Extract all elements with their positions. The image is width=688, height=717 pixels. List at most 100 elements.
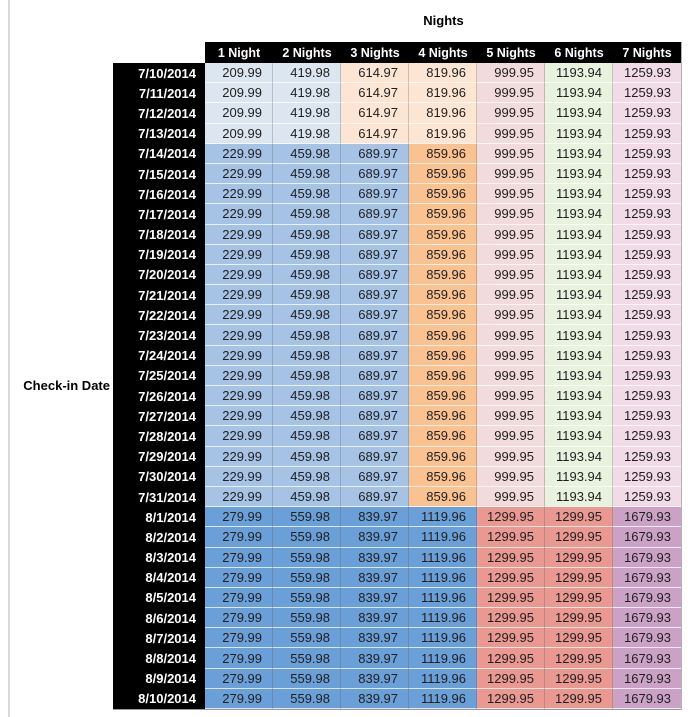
price-cell: 279.99 [205, 628, 273, 649]
price-cell: 459.98 [273, 224, 341, 245]
price-cell: 229.99 [205, 345, 273, 366]
price-cell: 689.97 [341, 466, 409, 487]
price-cell: 839.97 [341, 608, 409, 629]
price-cell: 1193.94 [545, 305, 613, 326]
price-cell: 1259.93 [613, 365, 681, 386]
price-cell: 229.99 [205, 406, 273, 427]
price-cell: 1679.93 [613, 567, 681, 588]
price-cell: 1259.93 [613, 224, 681, 245]
price-cell: 859.96 [409, 406, 477, 427]
price-cell: 419.98 [273, 123, 341, 144]
price-cell: 279.99 [205, 608, 273, 629]
price-cell: 859.96 [409, 365, 477, 386]
price-cell: 689.97 [341, 386, 409, 407]
row-header-date: 7/17/2014 [113, 204, 205, 225]
price-cell: 689.97 [341, 184, 409, 205]
price-cell: 999.95 [477, 103, 545, 124]
price-cell: 559.98 [273, 688, 341, 709]
price-cell: 559.98 [273, 648, 341, 669]
price-cell: 1193.94 [545, 83, 613, 104]
price-cell: 689.97 [341, 285, 409, 306]
price-cell: 859.96 [409, 446, 477, 467]
price-cell: 839.97 [341, 507, 409, 528]
price-cell: 1299.95 [545, 527, 613, 548]
price-cell: 999.95 [477, 123, 545, 144]
price-cell: 859.96 [409, 285, 477, 306]
row-header-date: 7/21/2014 [113, 285, 205, 306]
price-cell: 1299.95 [545, 567, 613, 588]
price-cell: 1679.93 [613, 527, 681, 548]
price-cell: 999.95 [477, 426, 545, 447]
price-cell: 859.96 [409, 345, 477, 366]
price-cell: 1193.94 [545, 486, 613, 508]
price-cell: 1193.94 [545, 406, 613, 427]
price-cell: 689.97 [341, 325, 409, 346]
price-cell: 859.96 [409, 466, 477, 487]
price-cell: 279.99 [205, 587, 273, 609]
price-cell: 1259.93 [613, 143, 681, 164]
price-cell: 279.99 [205, 668, 273, 689]
price-cell: 1679.93 [613, 608, 681, 629]
price-cell: 459.98 [273, 426, 341, 447]
price-cell: 559.98 [273, 587, 341, 609]
price-cell: 839.97 [341, 567, 409, 588]
row-header-date: 7/23/2014 [113, 325, 205, 346]
price-cell: 279.99 [205, 648, 273, 669]
price-cell: 459.98 [273, 264, 341, 286]
price-cell: 999.95 [477, 446, 545, 467]
price-cell: 459.98 [273, 386, 341, 407]
price-cell: 1193.94 [545, 365, 613, 386]
price-cell: 229.99 [205, 184, 273, 205]
price-cell: 999.95 [477, 143, 545, 164]
price-cell: 1193.94 [545, 386, 613, 407]
price-cell: 614.97 [341, 103, 409, 124]
column-header-5-nights: 5 Nights [477, 42, 545, 63]
price-cell: 1259.93 [613, 345, 681, 366]
price-cell: 1119.96 [409, 648, 477, 669]
price-cell: 859.96 [409, 163, 477, 185]
price-cell: 689.97 [341, 426, 409, 447]
price-cell: 689.97 [341, 204, 409, 225]
price-cell: 459.98 [273, 285, 341, 306]
row-header-date: 8/2/2014 [113, 527, 205, 548]
price-cell: 559.98 [273, 628, 341, 649]
price-cell: 229.99 [205, 305, 273, 326]
price-cell: 839.97 [341, 688, 409, 709]
price-cell: 1119.96 [409, 527, 477, 548]
row-header-date: 8/5/2014 [113, 587, 205, 609]
price-cell: 559.98 [273, 527, 341, 548]
price-cell: 279.99 [205, 688, 273, 709]
price-cell: 1119.96 [409, 567, 477, 588]
row-header-date: 7/11/2014 [113, 83, 205, 104]
price-cell: 839.97 [341, 648, 409, 669]
price-cell: 459.98 [273, 365, 341, 386]
price-cell: 1259.93 [613, 63, 681, 84]
price-cell: 559.98 [273, 668, 341, 689]
column-header-1-nights: 1 Night [205, 42, 273, 63]
price-cell: 209.99 [205, 103, 273, 124]
price-cell: 999.95 [477, 386, 545, 407]
price-cell: 1299.95 [545, 507, 613, 528]
price-cell: 459.98 [273, 486, 341, 508]
price-cell: 859.96 [409, 244, 477, 265]
price-cell: 999.95 [477, 486, 545, 508]
price-cell: 1193.94 [545, 446, 613, 467]
price-cell: 689.97 [341, 143, 409, 164]
row-header-date: 7/26/2014 [113, 386, 205, 407]
price-cell: 229.99 [205, 486, 273, 508]
price-cell: 1193.94 [545, 426, 613, 447]
row-header-date: 7/19/2014 [113, 244, 205, 265]
price-cell: 459.98 [273, 305, 341, 326]
price-cell: 859.96 [409, 224, 477, 245]
row-header-date: 7/27/2014 [113, 406, 205, 427]
row-header-date: 7/25/2014 [113, 365, 205, 386]
price-cell: 229.99 [205, 163, 273, 185]
price-cell: 229.99 [205, 325, 273, 346]
price-cell: 1299.95 [477, 527, 545, 548]
price-cell: 1299.95 [477, 648, 545, 669]
row-header-date: 7/22/2014 [113, 305, 205, 326]
price-cell: 1259.93 [613, 264, 681, 286]
price-cell: 859.96 [409, 486, 477, 508]
price-cell: 999.95 [477, 365, 545, 386]
price-cell: 1193.94 [545, 285, 613, 306]
